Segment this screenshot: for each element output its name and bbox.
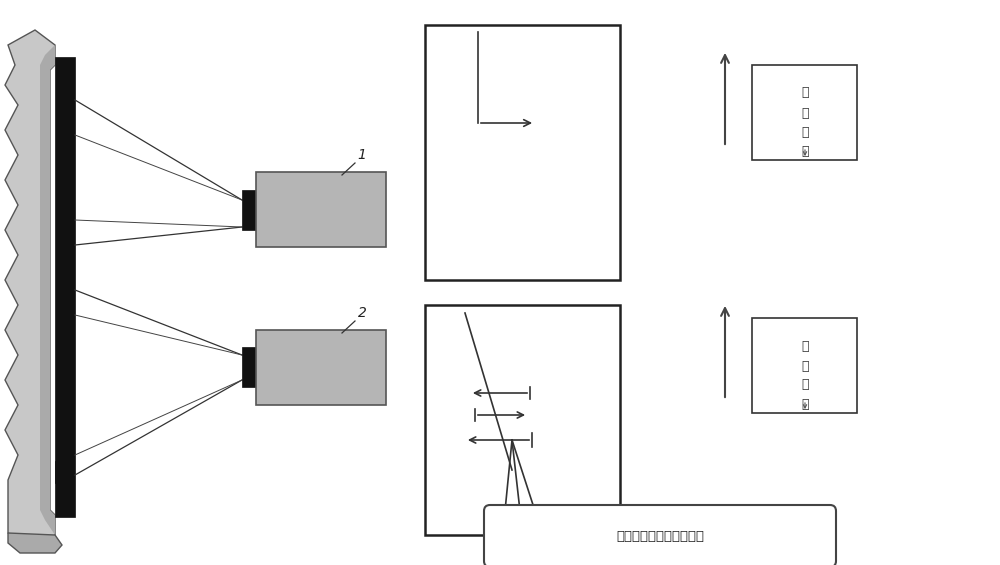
Text: 制: 制 xyxy=(801,359,809,372)
Bar xyxy=(425,25,620,280)
Bar xyxy=(55,461,73,483)
Polygon shape xyxy=(8,533,62,553)
Bar xyxy=(256,330,386,405)
FancyBboxPatch shape xyxy=(484,505,836,565)
Bar xyxy=(752,65,857,160)
Text: 控: 控 xyxy=(801,86,809,99)
Bar xyxy=(55,57,75,517)
Bar xyxy=(256,172,386,247)
Bar xyxy=(242,347,256,387)
Bar xyxy=(752,318,857,413)
Text: 2: 2 xyxy=(358,306,366,320)
Bar xyxy=(242,190,256,230)
Text: 方: 方 xyxy=(801,125,809,138)
Polygon shape xyxy=(5,30,55,547)
Text: 第一个下降沿开始计算。: 第一个下降沿开始计算。 xyxy=(616,529,704,542)
Text: 制: 制 xyxy=(801,106,809,120)
Text: 向: 向 xyxy=(801,145,809,158)
Bar xyxy=(425,305,620,535)
Text: 控: 控 xyxy=(801,340,809,353)
Text: 1: 1 xyxy=(358,148,366,162)
Polygon shape xyxy=(40,45,55,535)
Text: 向: 向 xyxy=(801,398,809,411)
Text: 方: 方 xyxy=(801,379,809,392)
